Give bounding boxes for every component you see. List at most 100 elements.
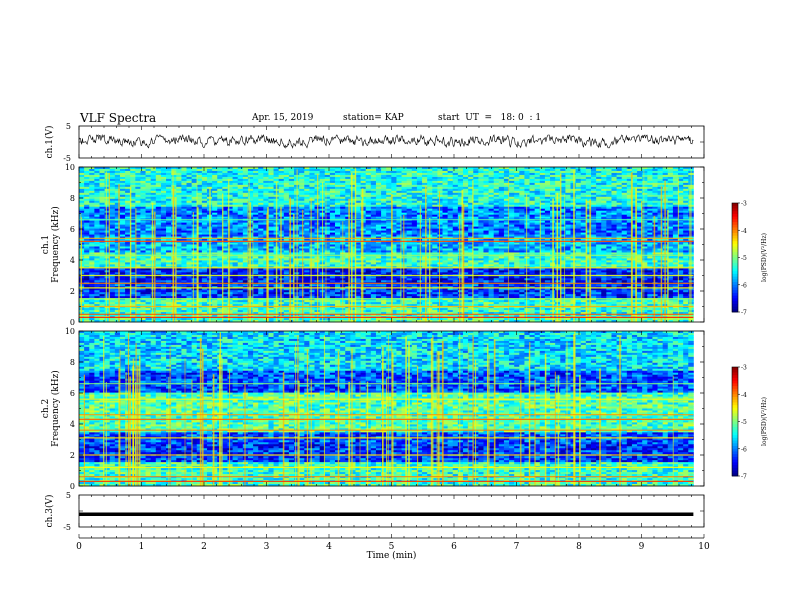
spectrogram-cell [432,190,438,194]
spectrogram-cell [386,238,392,241]
spectrogram-cell [590,216,597,220]
spectrogram-cell [411,198,418,202]
spectrogram-cell [365,174,372,178]
spectrogram-cell [596,184,602,188]
spectrogram-cell [160,238,167,241]
spectrogram-cell [621,186,628,190]
spectrogram-cell [498,172,505,176]
spectrogram-cell [381,168,387,172]
spectrogram-cell [304,172,310,176]
spectrogram-cell [109,230,116,233]
spectrogram-cell [534,196,541,200]
spectrogram-cell [652,176,658,180]
spectrogram-cell [345,206,351,210]
spectrogram-cell [135,186,141,190]
spectrogram-cell [621,184,628,188]
spectrogram-cell [242,210,249,214]
spectrogram-cell [119,202,126,206]
spectrogram-cell [79,192,85,196]
spectrogram-cell [493,216,500,220]
spectrogram-cell [84,230,90,233]
spectrogram-cell [268,208,274,212]
spectrogram-cell [237,180,244,184]
spectrogram-cell [196,178,203,182]
spectrogram-cell [135,184,141,188]
spectrogram-cell [84,172,90,176]
spectrogram-cell [386,216,392,220]
spectrogram-cell [514,194,520,198]
spectrogram-cell [345,186,351,190]
spectrogram-cell [637,208,643,212]
spectrogram-cell [355,176,361,180]
spectrogram-cell [565,202,571,206]
spectrogram-cell [350,198,356,202]
spectrogram-cell [396,192,402,196]
spectrogram-cell [462,204,469,208]
spectrogram-cell [89,200,95,204]
spectrogram-cell [642,202,648,206]
spectrogram-cell [396,194,402,198]
spectrogram-cell [340,174,346,178]
spectrogram-cell [242,200,249,204]
spectrogram-cell [381,198,387,202]
spectrogram-cell [227,168,233,172]
spectrogram-cell [498,222,505,226]
spectrogram-cell [590,178,597,182]
spectrogram-cell [427,186,433,190]
spectrogram-cell [94,232,100,235]
spectrogram-cell [468,192,474,196]
spectrogram-cell [299,186,305,190]
spectrogram-cell [94,214,100,218]
spectrogram-cell [524,200,530,204]
spectrogram-cell [647,212,653,216]
spectrogram-cell [432,182,438,186]
spectrogram-cell [166,228,172,231]
spectrogram-cell [140,238,146,241]
spectrogram-cell [201,200,208,204]
spectrogram-cell [462,200,469,204]
spectrogram-cell [201,204,208,208]
spectrogram-cell [590,180,597,184]
spectrogram-cell [104,210,111,214]
spectrogram-cell [84,234,90,237]
spectrogram-cell [237,186,244,190]
spectrogram-cell [242,238,249,241]
spectrogram-cell [488,226,495,230]
spectrogram-cell [585,192,592,196]
spectrogram-cell [534,178,541,182]
spectrogram-cell [268,182,274,186]
spectrogram-cell [550,174,556,178]
spectrogram-cell [437,224,443,228]
spectrogram-cell [631,174,638,178]
spectrogram-cell [258,196,264,200]
spectrogram-cell [345,167,351,170]
spectrogram-cell [299,168,305,172]
spectrogram-cell [401,210,408,214]
spectrogram-cell [89,196,95,200]
spectrogram-cell [365,232,372,235]
spectrogram-cell [606,167,612,170]
spectrogram-cell [258,174,264,178]
spectrogram-cell [683,200,689,204]
spectrogram-cell [457,212,464,216]
spectrogram-cell [99,168,105,172]
spectrogram-cell [503,184,510,188]
spectrogram-cell [565,228,571,231]
spectrogram-cell [519,194,525,198]
spectrogram-cell [657,208,664,212]
spectrogram-cell [596,232,602,235]
spectrogram-cell [258,204,264,208]
spectrogram-cell [155,188,162,192]
spectrogram-cell [253,222,259,226]
spectrogram-cell [386,220,392,224]
spectrogram-cell [283,210,290,214]
spectrogram-cell [529,194,536,198]
spectrogram-cell [606,238,612,241]
spectrogram-cell [125,176,131,180]
spectrogram-cell [483,228,489,231]
spectrogram-cell [84,204,90,208]
spectrogram-cell [258,220,264,224]
spectrogram-cell [616,196,623,200]
spectrogram-cell [493,182,500,186]
spectrogram-cell [647,234,653,237]
